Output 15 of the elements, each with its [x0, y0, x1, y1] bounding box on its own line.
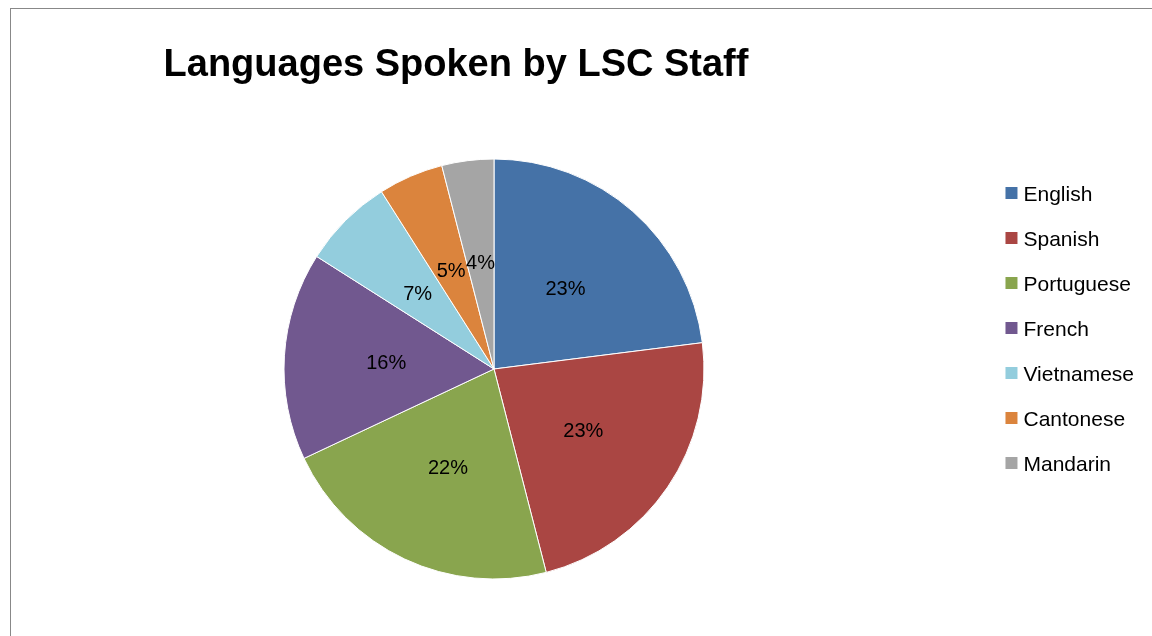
legend-label: French	[1023, 316, 1089, 340]
legend-label: Vietnamese	[1023, 361, 1135, 385]
legend-label: English	[1023, 181, 1093, 205]
data-label: 23%	[563, 418, 604, 441]
legend-label: Portuguese	[1023, 271, 1131, 295]
legend-label: Spanish	[1023, 226, 1100, 250]
data-label: 4%	[466, 250, 496, 273]
data-label: 16%	[366, 351, 407, 374]
data-label: 5%	[436, 258, 466, 281]
legend-label: Mandarin	[1023, 451, 1112, 475]
data-label: 23%	[545, 276, 586, 299]
data-label: 7%	[403, 281, 433, 304]
data-label: 22%	[428, 455, 469, 478]
chart-title: Languages Spoken by LSC Staff	[163, 42, 749, 84]
legend-label: Cantonese	[1023, 406, 1126, 430]
